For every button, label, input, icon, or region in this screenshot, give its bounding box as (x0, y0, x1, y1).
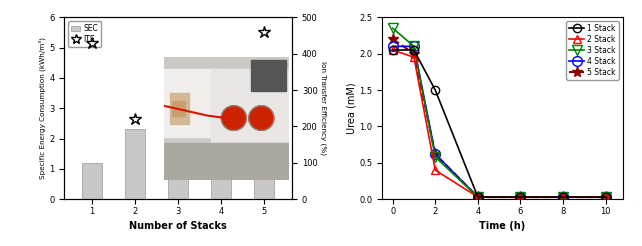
3 Stack (517, 196, 525, 199)
Bar (211, 161, 231, 199)
Y-axis label: Ion Transfer Efficiency (%): Ion Transfer Efficiency (%) (320, 61, 327, 155)
1 Stack (389, 48, 397, 51)
Line: 5 Stack: 5 Stack (387, 33, 611, 203)
Bar (82, 163, 102, 199)
2 Stack (410, 56, 418, 59)
Legend: 1 Stack, 2 Stack, 3 Stack, 4 Stack, 5 Stack: 1 Stack, 2 Stack, 3 Stack, 4 Stack, 5 St… (566, 21, 619, 80)
Line: 1 Stack: 1 Stack (388, 46, 610, 201)
Bar (254, 164, 274, 199)
Line: 2 Stack: 2 Stack (388, 46, 610, 201)
4 Stack (517, 196, 525, 199)
2 Stack (559, 196, 567, 199)
2 Stack (474, 196, 482, 199)
Bar (173, 101, 185, 116)
3 Stack (431, 155, 439, 158)
5 Stack (517, 196, 525, 199)
2 Stack (517, 196, 525, 199)
Legend: SEC, ITE: SEC, ITE (68, 21, 101, 47)
4 Stack (474, 196, 482, 199)
5 Stack (474, 196, 482, 199)
3 Stack (559, 196, 567, 199)
Bar (211, 69, 289, 149)
2 Stack (431, 169, 439, 172)
Y-axis label: Specific Energy Consumption (kWh/m³): Specific Energy Consumption (kWh/m³) (39, 37, 46, 179)
3 Stack (410, 45, 418, 48)
Line: 3 Stack: 3 Stack (388, 23, 611, 202)
Y-axis label: Urea (mM): Urea (mM) (347, 82, 356, 134)
Bar (252, 60, 286, 91)
1 Stack (410, 48, 418, 51)
4 Stack (431, 153, 439, 155)
1 Stack (559, 196, 567, 199)
3 Stack (602, 196, 609, 199)
1 Stack (431, 89, 439, 92)
3 Stack (389, 27, 397, 30)
Bar (125, 129, 145, 199)
Circle shape (221, 106, 247, 130)
2 Stack (389, 48, 397, 51)
Line: 4 Stack: 4 Stack (388, 42, 611, 202)
5 Stack (410, 52, 418, 55)
Circle shape (249, 106, 274, 130)
X-axis label: Time (h): Time (h) (479, 221, 526, 231)
4 Stack (389, 45, 397, 48)
X-axis label: Number of Stacks: Number of Stacks (129, 221, 227, 231)
5 Stack (389, 38, 397, 41)
Bar (164, 143, 289, 180)
5 Stack (559, 196, 567, 199)
5 Stack (431, 153, 439, 155)
2 Stack (602, 196, 609, 199)
4 Stack (602, 196, 609, 199)
Bar (164, 69, 216, 137)
3 Stack (474, 196, 482, 199)
Bar (170, 93, 189, 124)
5 Stack (602, 196, 609, 199)
Bar (168, 149, 188, 199)
4 Stack (410, 45, 418, 48)
1 Stack (602, 196, 609, 199)
1 Stack (474, 196, 482, 199)
4 Stack (559, 196, 567, 199)
1 Stack (517, 196, 525, 199)
